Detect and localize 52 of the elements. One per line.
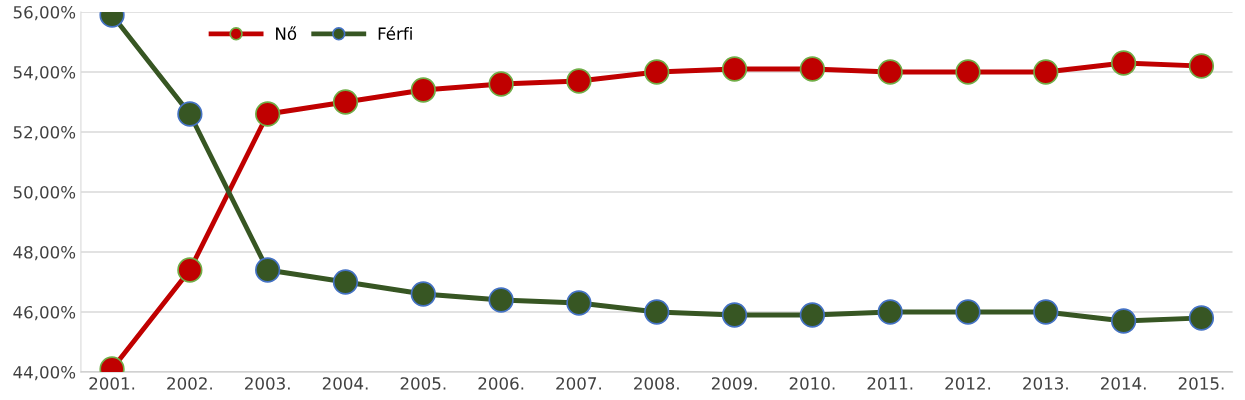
point: [332, 269, 359, 295]
point: [721, 302, 748, 328]
x-tick-label: 2011.: [867, 377, 913, 390]
legend-label: Nő: [276, 26, 297, 40]
x-tick-label: 2006.: [478, 377, 524, 390]
y-tick-label: 48,00%: [13, 245, 76, 261]
point: [1110, 50, 1137, 76]
point: [255, 257, 281, 283]
point: [255, 101, 281, 127]
point: [877, 59, 903, 85]
y-tick-label: 50,00%: [13, 185, 76, 201]
point: [955, 299, 981, 325]
legend-label: Férfi: [378, 26, 412, 40]
point: [1188, 53, 1215, 79]
point: [410, 281, 436, 307]
y-tick-label: 56,00%: [13, 5, 76, 21]
x-tick-label: 2009.: [711, 377, 757, 390]
x-tick-label: 2013.: [1023, 377, 1068, 390]
y-tick-label: 52,00%: [13, 125, 76, 141]
point: [566, 290, 592, 316]
x-tick-label: 2002.: [167, 377, 212, 390]
point: [177, 257, 203, 283]
point: [955, 59, 981, 85]
x-tick-label: 2008.: [634, 377, 679, 390]
point: [799, 56, 826, 82]
point: [1033, 299, 1059, 325]
point: [877, 299, 903, 325]
point: [721, 56, 748, 82]
point: [799, 302, 826, 328]
point: [644, 59, 670, 85]
point: [1188, 305, 1215, 331]
point: [410, 77, 436, 103]
x-tick-label: 2010.: [789, 377, 835, 390]
y-tick-label: 44,00%: [13, 365, 76, 381]
point: [1033, 59, 1059, 85]
point: [566, 68, 592, 94]
point: [488, 287, 514, 313]
point: [644, 299, 670, 325]
x-tick-label: 2005.: [400, 377, 446, 390]
x-tick-label: 2014.: [1100, 377, 1146, 390]
point: [488, 71, 514, 97]
x-tick-label: 2001.: [89, 377, 135, 390]
y-tick-label: 46,00%: [13, 305, 76, 321]
y-tick-label: 54,00%: [13, 65, 76, 81]
point: [177, 101, 203, 127]
x-tick-label: 2003.: [245, 377, 290, 390]
x-tick-label: 2004.: [322, 377, 368, 390]
x-tick-label: 2012.: [945, 377, 991, 390]
x-tick-label: 2015.: [1178, 377, 1224, 390]
point: [1110, 308, 1137, 334]
x-tick-label: 2007.: [556, 377, 601, 390]
point: [332, 89, 359, 115]
